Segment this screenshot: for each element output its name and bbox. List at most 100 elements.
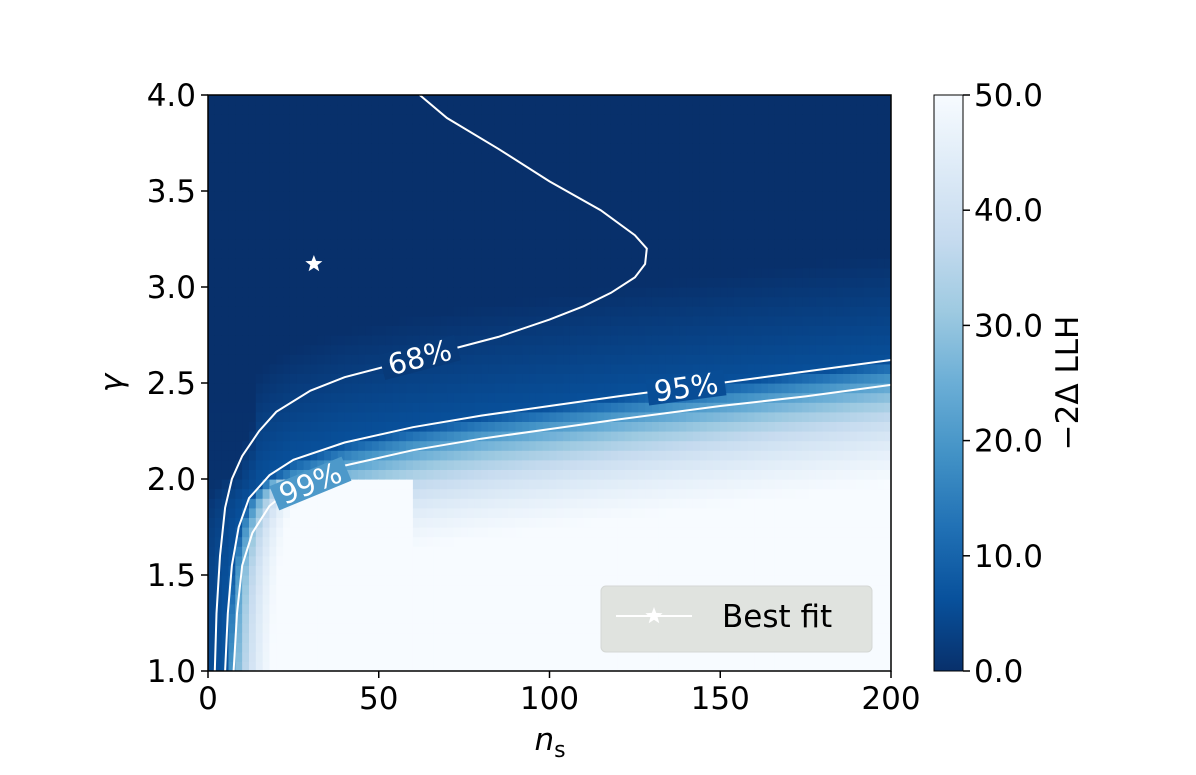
heatmap-cell: [617, 498, 626, 509]
heatmap-cell: [706, 546, 715, 557]
heatmap-cell: [208, 296, 216, 307]
heatmap-cell: [515, 104, 523, 115]
heatmap-cell: [658, 239, 667, 250]
heatmap-cell: [214, 239, 223, 250]
heatmap-cell: [501, 594, 510, 605]
heatmap-cell: [460, 171, 469, 182]
heatmap-cell: [515, 123, 523, 134]
heatmap-cell: [488, 431, 496, 442]
heatmap-cell: [692, 152, 701, 163]
heatmap-cell: [747, 104, 755, 115]
heatmap-cell: [638, 335, 646, 346]
heatmap-cell: [283, 335, 291, 346]
heatmap-cell: [255, 344, 264, 355]
heatmap-cell: [699, 143, 708, 154]
heatmap-cell: [645, 200, 653, 211]
heatmap-cell: [228, 594, 236, 605]
heatmap-cell: [679, 258, 687, 269]
heatmap-cell: [385, 335, 394, 346]
heatmap-cell: [761, 411, 769, 422]
heatmap-cell: [672, 325, 680, 336]
heatmap-cell: [262, 114, 271, 125]
heatmap-cell: [330, 210, 339, 221]
heatmap-cell: [768, 200, 776, 211]
heatmap-cell: [576, 575, 585, 586]
heatmap-cell: [501, 632, 510, 643]
heatmap-cell: [542, 632, 551, 643]
heatmap-cell: [324, 325, 332, 336]
heatmap-cell: [255, 162, 264, 173]
heatmap-cell: [569, 613, 578, 624]
heatmap-cell: [419, 623, 428, 634]
heatmap-cell: [208, 459, 216, 470]
heatmap-cell: [542, 575, 551, 586]
heatmap-cell: [508, 123, 516, 134]
heatmap-cell: [713, 258, 721, 269]
heatmap-cell: [665, 517, 674, 528]
heatmap-cell: [488, 277, 496, 288]
heatmap-cell: [242, 536, 250, 547]
heatmap-cell: [392, 258, 400, 269]
heatmap-cell: [317, 335, 325, 346]
heatmap-cell: [686, 546, 694, 557]
heatmap-cell: [501, 488, 510, 499]
heatmap-cell: [522, 517, 530, 528]
heatmap-cell: [549, 661, 557, 671]
heatmap-cell: [228, 373, 236, 384]
heatmap-cell: [494, 363, 503, 374]
heatmap-cell: [665, 363, 674, 374]
heatmap-cell: [747, 306, 755, 317]
heatmap-cell: [406, 335, 414, 346]
heatmap-cell: [460, 143, 469, 154]
heatmap-cell: [686, 143, 694, 154]
heatmap-cell: [590, 555, 598, 566]
heatmap-cell: [761, 344, 769, 355]
heatmap-cell: [761, 162, 769, 173]
heatmap-cell: [228, 517, 236, 528]
heatmap-cell: [488, 546, 496, 557]
heatmap-cell: [276, 363, 284, 374]
heatmap-cell: [255, 584, 264, 595]
heatmap-cell: [549, 248, 557, 259]
heatmap-cell: [754, 651, 762, 662]
heatmap-cell: [754, 661, 762, 671]
heatmap-cell: [549, 123, 557, 134]
heatmap-cell: [481, 498, 489, 509]
heatmap-cell: [713, 517, 721, 528]
heatmap-cell: [474, 373, 482, 384]
heatmap-cell: [556, 344, 564, 355]
heatmap-cell: [337, 527, 346, 538]
heatmap-cell: [296, 555, 305, 566]
heatmap-cell: [426, 411, 434, 422]
heatmap-cell: [330, 133, 339, 144]
heatmap-cell: [412, 594, 421, 605]
heatmap-cell: [392, 95, 400, 106]
heatmap-cell: [412, 613, 421, 624]
heatmap-cell: [727, 498, 735, 509]
heatmap-cell: [242, 642, 250, 653]
heatmap-cell: [412, 123, 421, 134]
heatmap-cell: [269, 632, 277, 643]
heatmap-cell: [399, 642, 407, 653]
heatmap-cell: [727, 488, 735, 499]
heatmap-cell: [508, 373, 516, 384]
heatmap-cell: [576, 143, 585, 154]
heatmap-cell: [501, 565, 510, 576]
heatmap-cell: [358, 517, 366, 528]
heatmap-cell: [474, 200, 482, 211]
heatmap-cell: [440, 651, 448, 662]
heatmap-cell: [617, 546, 626, 557]
heatmap-cell: [576, 325, 585, 336]
heatmap-cell: [433, 239, 441, 250]
heatmap-cell: [747, 152, 755, 163]
heatmap-cell: [672, 315, 680, 326]
heatmap-cell: [460, 95, 469, 106]
heatmap-cell: [590, 431, 598, 442]
heatmap-cell: [733, 248, 742, 259]
heatmap-cell: [208, 104, 216, 115]
heatmap-cell: [631, 661, 639, 671]
heatmap-cell: [460, 603, 469, 614]
heatmap-cell: [494, 152, 503, 163]
heatmap-cell: [358, 344, 366, 355]
heatmap-cell: [385, 575, 394, 586]
